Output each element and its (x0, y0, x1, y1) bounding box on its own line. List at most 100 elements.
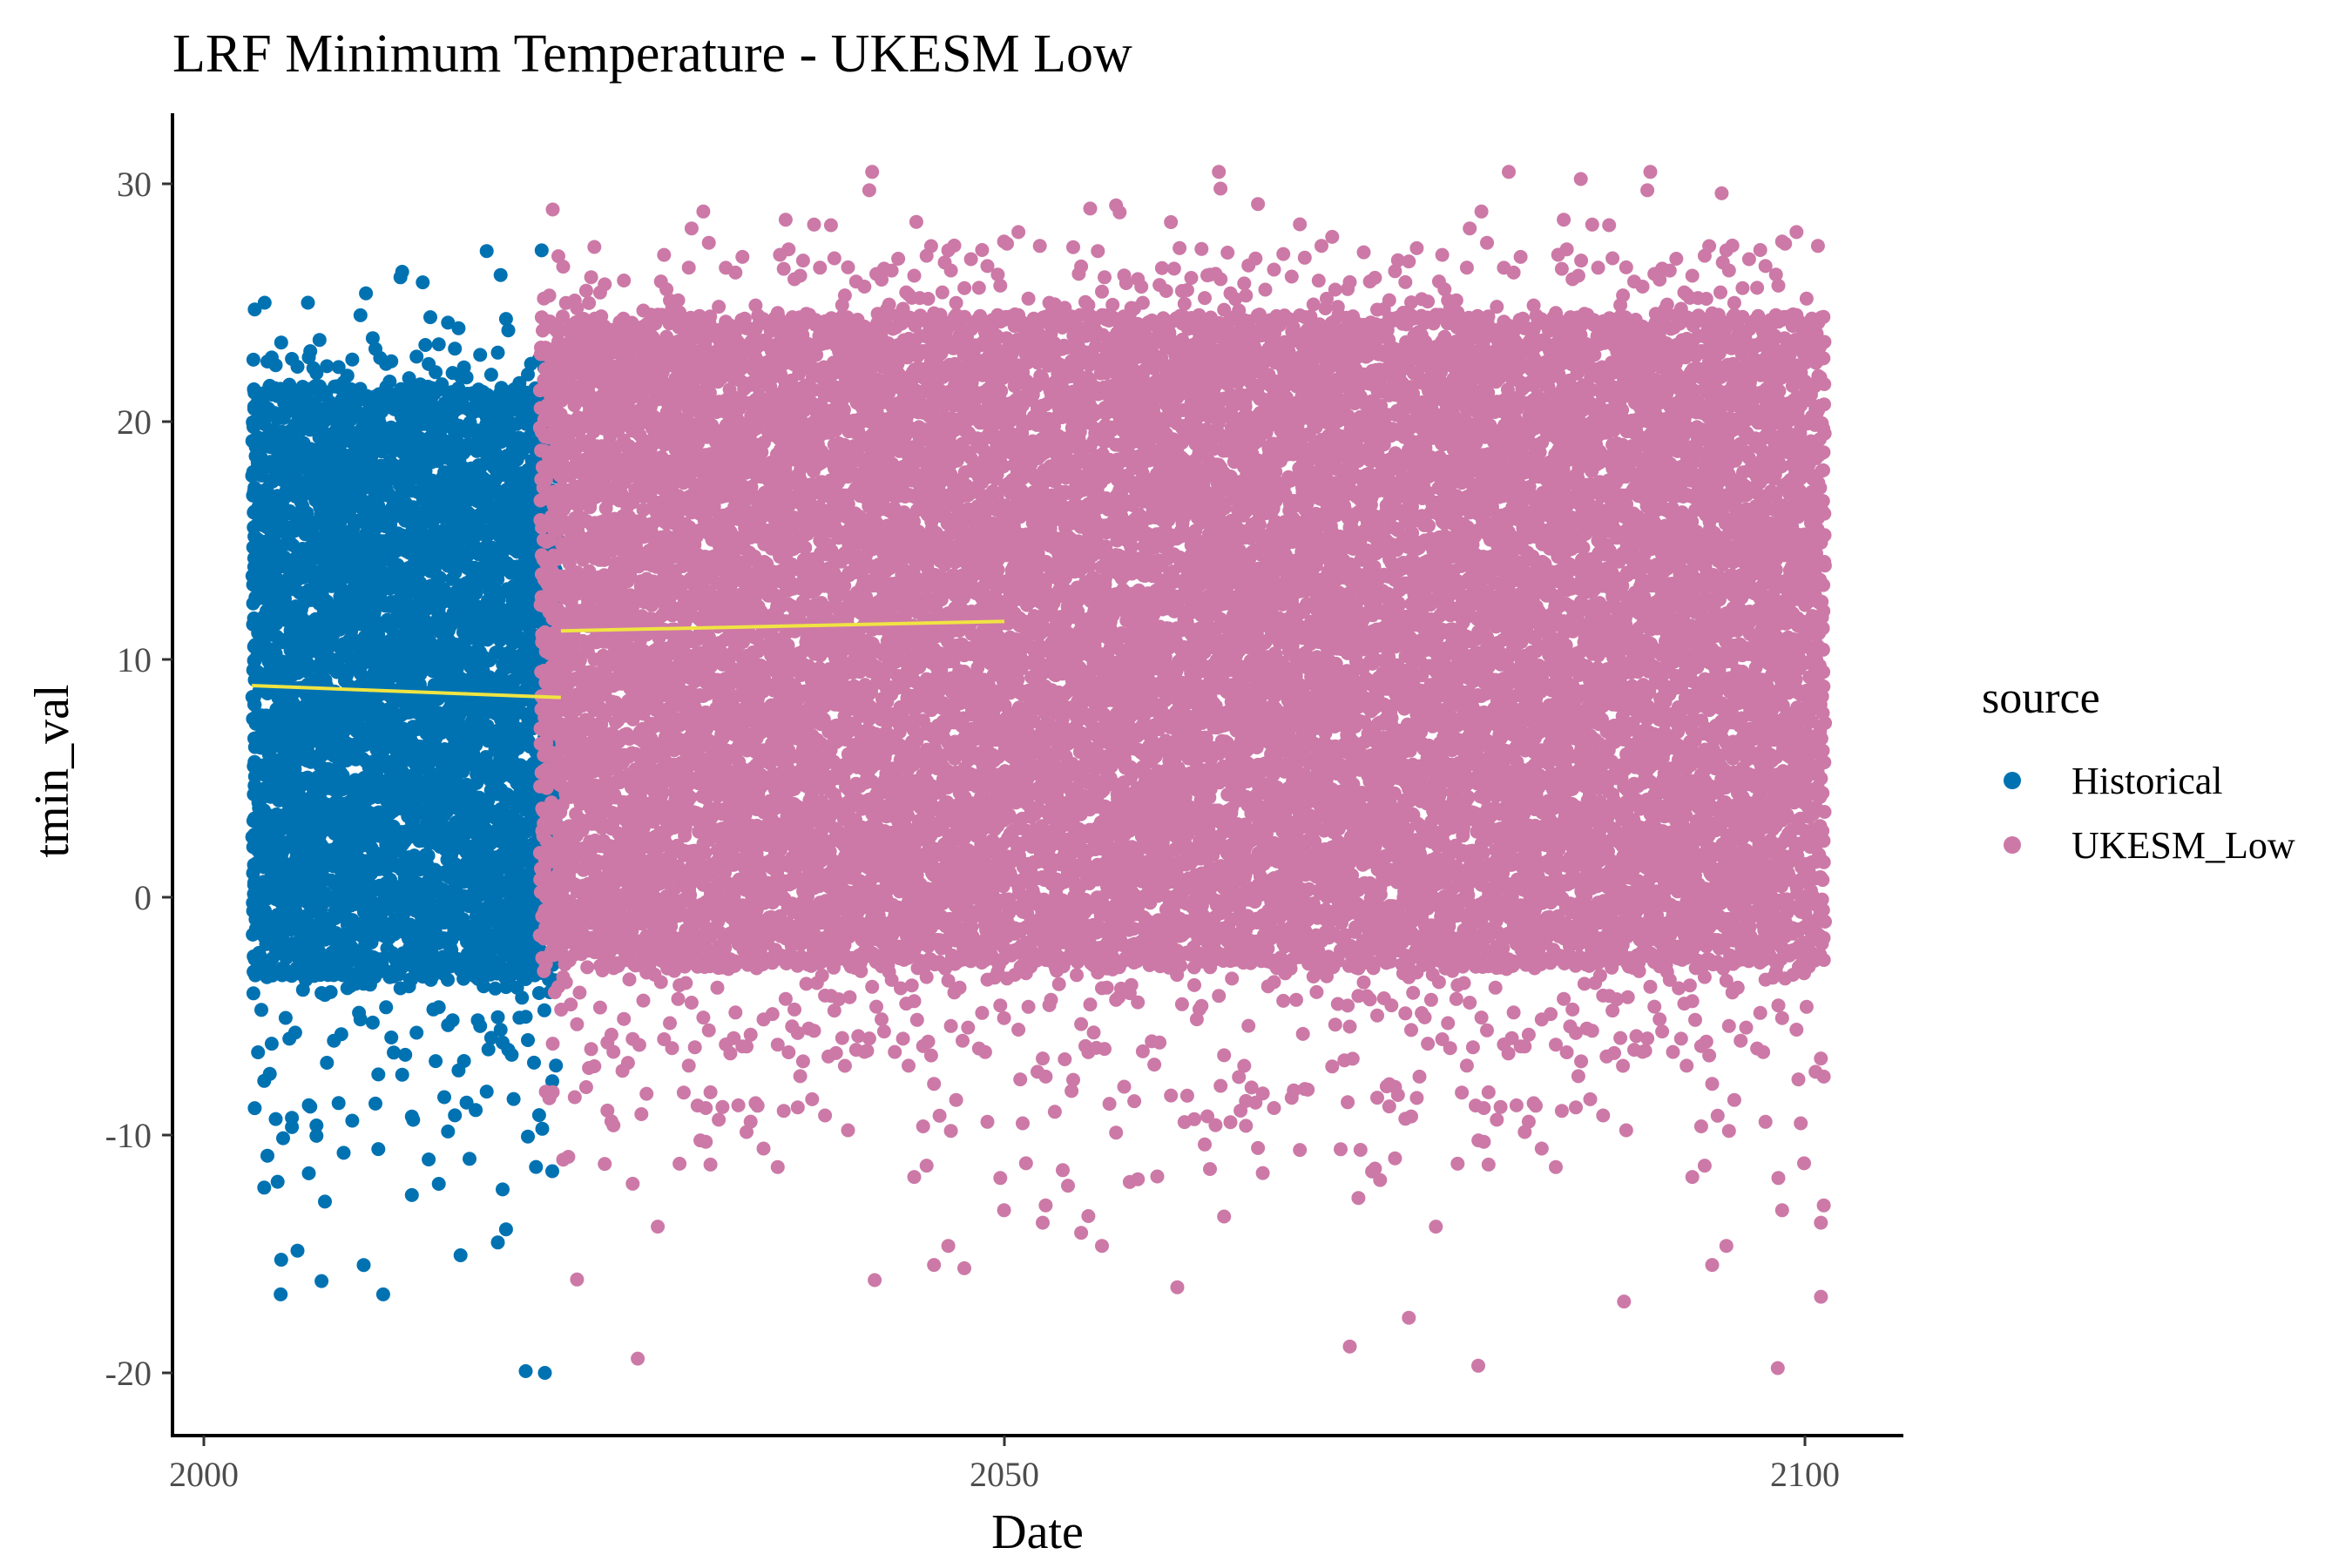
data-point (598, 1157, 612, 1172)
data-point (285, 1119, 300, 1134)
data-point (262, 1066, 277, 1081)
data-point (606, 1044, 621, 1059)
data-point (531, 1108, 546, 1123)
data-point (429, 365, 443, 380)
data-point (257, 295, 272, 310)
data-point (303, 344, 318, 359)
data-point (469, 1103, 483, 1118)
data-point (535, 1121, 550, 1136)
data-point (501, 323, 516, 338)
data-point (323, 984, 338, 999)
data-point (431, 1000, 446, 1015)
data-point (534, 243, 549, 258)
data-point (247, 1101, 262, 1116)
data-point (490, 1235, 505, 1250)
data-point (371, 1067, 386, 1082)
data-point (493, 1023, 508, 1037)
data-point (564, 997, 578, 1012)
data-point (572, 985, 587, 1000)
data-point (359, 286, 374, 301)
data-point (301, 1166, 316, 1180)
data-point (356, 1258, 371, 1273)
data-point (542, 288, 557, 303)
data-point (274, 1253, 288, 1267)
data-point (384, 354, 399, 368)
data-point (260, 1148, 274, 1163)
data-point (587, 1059, 602, 1073)
data-point (345, 1113, 360, 1128)
data-point (301, 295, 315, 310)
data-point (384, 1031, 399, 1044)
data-point (504, 1047, 519, 1062)
data-point (345, 352, 360, 367)
data-point (290, 360, 305, 374)
data-point (404, 1187, 419, 1202)
data-point (558, 975, 573, 990)
data-point (314, 1274, 329, 1288)
chart-title: LRF Minimum Temperature - UKESM Low (172, 24, 1132, 84)
data-point (353, 308, 368, 322)
data-point (549, 1058, 564, 1073)
data-point (422, 1152, 436, 1166)
series-ukesm-low (532, 165, 1833, 1375)
data-point (483, 368, 498, 382)
data-point (387, 1045, 401, 1060)
data-point (368, 1096, 382, 1111)
data-point (598, 277, 612, 292)
data-point (567, 1090, 582, 1105)
data-point (498, 1222, 513, 1237)
data-point (527, 1055, 541, 1070)
data-point (584, 1042, 598, 1057)
points-layer (245, 165, 1833, 1380)
data-point (451, 321, 466, 335)
data-point (473, 1018, 488, 1033)
data-point (431, 1177, 446, 1191)
data-point (521, 1129, 535, 1144)
data-point (274, 1287, 288, 1301)
data-point (278, 1010, 293, 1025)
data-point (423, 310, 437, 325)
data-point (353, 1012, 368, 1027)
data-point (416, 275, 430, 290)
data-point (429, 1054, 443, 1069)
data-point (318, 1194, 332, 1209)
data-point (570, 1017, 585, 1031)
data-point (529, 1159, 544, 1174)
data-point (437, 1090, 451, 1105)
data-point (587, 240, 602, 254)
data-point (453, 1248, 468, 1262)
data-point (479, 244, 494, 259)
data-point (556, 260, 571, 274)
data-point (247, 302, 262, 317)
data-point (421, 848, 436, 863)
data-point (518, 1010, 533, 1024)
data-point (448, 341, 463, 356)
data-point (545, 1037, 560, 1051)
data-point (493, 267, 508, 282)
data-point (276, 1131, 290, 1146)
data-point (282, 377, 297, 392)
data-point (268, 358, 283, 373)
data-point (441, 1124, 456, 1139)
data-point (578, 283, 593, 298)
data-point (406, 1112, 421, 1127)
data-point (409, 349, 424, 364)
data-point (445, 1013, 460, 1028)
data-point (518, 1364, 533, 1378)
data-point (309, 1119, 324, 1132)
data-point (578, 1080, 593, 1094)
data-point (448, 1108, 463, 1123)
data-point (334, 1027, 348, 1042)
data-point (545, 1085, 560, 1099)
data-point (506, 1092, 521, 1106)
data-point (606, 1118, 621, 1132)
data-point (463, 1152, 476, 1166)
data-point (274, 335, 288, 350)
data-point (580, 960, 595, 975)
data-point (537, 1366, 552, 1380)
data-point (431, 337, 446, 352)
data-point (395, 265, 409, 279)
data-point (336, 1146, 351, 1160)
data-point (379, 1000, 394, 1015)
